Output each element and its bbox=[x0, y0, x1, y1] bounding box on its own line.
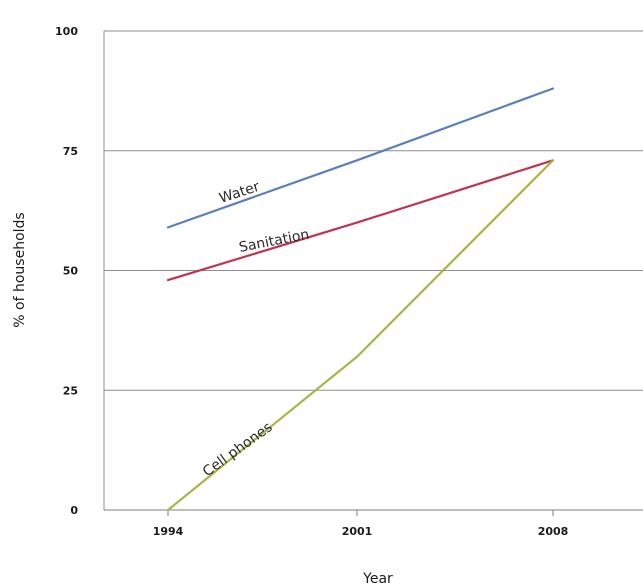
series-label-sanitation: Sanitation bbox=[238, 227, 311, 256]
series-label-cell-phones: Cell phones bbox=[200, 419, 276, 480]
x-tick-label: 2008 bbox=[538, 525, 569, 538]
y-tick-label: 25 bbox=[63, 384, 78, 397]
x-axis-label: Year bbox=[362, 571, 393, 587]
y-tick-label: 100 bbox=[55, 25, 78, 38]
x-tick-label: 1994 bbox=[153, 525, 184, 538]
y-tick-label: 50 bbox=[63, 265, 79, 278]
y-tick-label: 75 bbox=[63, 145, 78, 158]
series-line-sanitation bbox=[166, 159, 555, 282]
series-line-water bbox=[166, 87, 555, 229]
y-tick-label: 0 bbox=[70, 504, 78, 517]
x-tick-label: 2001 bbox=[342, 525, 373, 538]
series-line-cell-phones bbox=[166, 159, 555, 512]
y-axis-label: % of households bbox=[12, 212, 28, 327]
